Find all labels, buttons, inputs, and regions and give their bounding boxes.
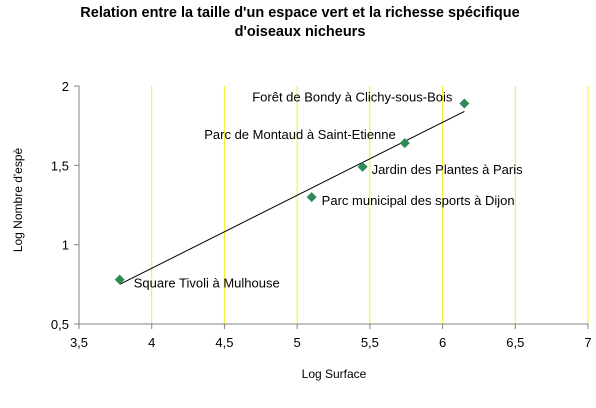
axes [74,85,589,329]
data-point-marker [306,192,317,203]
x-tick-label: 5 [294,335,301,350]
x-tick-label: 4 [148,335,155,350]
x-tick-label: 3,5 [70,335,88,350]
chart-title-line-1: Relation entre la taille d'un espace ver… [80,5,519,21]
data-point-label: Jardin des Plantes à Paris [372,162,524,177]
x-tick-label: 6 [439,335,446,350]
x-tick-label: 4,5 [215,335,233,350]
point-labels: Square Tivoli à Mulhouse Parc municipal d… [134,89,523,290]
tick-labels: 3,5 4 4,5 5 5,5 6 6,5 7 0,5 1 1,5 2 [51,79,592,350]
data-point-label: Square Tivoli à Mulhouse [134,276,280,291]
data-point-marker [357,161,368,172]
chart-title-line-2: d'oiseaux nicheurs [235,24,366,40]
x-axis-label: Log Surface [302,367,367,381]
grid-lines [151,86,589,324]
data-point-marker [114,274,125,285]
trendline-group [119,110,465,285]
data-point-label: Parc municipal des sports à Dijon [322,193,515,208]
y-tick-label: 1 [62,238,69,253]
x-tick-label: 7 [584,335,591,350]
x-tick-label: 5,5 [361,335,379,350]
data-point-label: Parc de Montaud à Saint-Etienne [204,127,396,142]
data-points [114,98,470,285]
data-point-marker [459,98,470,109]
trendline [119,110,465,285]
y-tick-label: 1,5 [51,158,69,173]
y-axis-label: Log Nombre d'espè [11,147,25,252]
data-point-label: Forêt de Bondy à Clichy-sous-Bois [252,89,453,104]
y-tick-label: 0,5 [51,317,69,332]
x-tick-label: 6,5 [506,335,524,350]
data-point-marker [399,138,410,149]
y-tick-label: 2 [62,79,69,94]
